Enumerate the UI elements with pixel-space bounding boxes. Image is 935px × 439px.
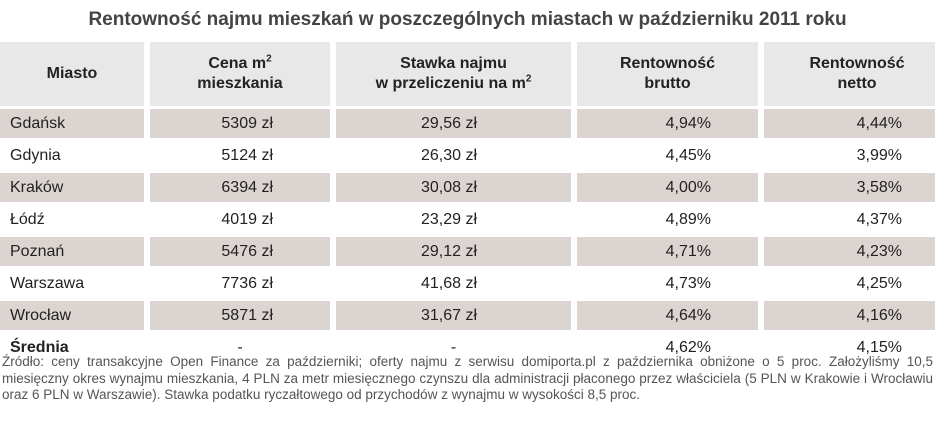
- cell-brutto: 4,00%: [577, 173, 758, 202]
- cell-rent: 23,29 zł: [336, 205, 571, 234]
- header-brutto: Rentowność brutto: [577, 42, 758, 106]
- cell-city: Wrocław: [0, 301, 144, 330]
- cell-rent: 31,67 zł: [336, 301, 571, 330]
- cell-brutto: 4,64%: [577, 301, 758, 330]
- cell-price: 6394 zł: [150, 173, 330, 202]
- cell-rent: 26,30 zł: [336, 141, 571, 170]
- cell-netto: 3,58%: [764, 173, 935, 202]
- table-title: Rentowność najmu mieszkań w poszczególny…: [88, 9, 847, 30]
- cell-rent: 29,12 zł: [336, 237, 571, 266]
- average-cell-price: -: [150, 333, 330, 362]
- cell-netto: 4,44%: [764, 109, 935, 138]
- header-city: Miasto: [0, 42, 144, 106]
- cell-city: Łódź: [0, 205, 144, 234]
- cell-price: 5476 zł: [150, 237, 330, 266]
- cell-netto: 4,25%: [764, 269, 935, 298]
- cell-city: Kraków: [0, 173, 144, 202]
- cell-rent: 41,68 zł: [336, 269, 571, 298]
- average-cell-rent: -: [336, 333, 571, 362]
- header-rent: Stawka najmu w przeliczeniu na m2: [336, 42, 571, 106]
- cell-brutto: 4,73%: [577, 269, 758, 298]
- cell-netto: 4,23%: [764, 237, 935, 266]
- cell-brutto: 4,71%: [577, 237, 758, 266]
- source-footnote: Źródło: ceny transakcyjne Open Finance z…: [2, 354, 933, 402]
- cell-price: 5309 zł: [150, 109, 330, 138]
- average-cell-brutto: 4,62%: [577, 333, 758, 362]
- cell-city: Poznań: [0, 237, 144, 266]
- header-netto: Rentowność netto: [764, 42, 935, 106]
- cell-price: 7736 zł: [150, 269, 330, 298]
- cell-netto: 4,16%: [764, 301, 935, 330]
- cell-netto: 3,99%: [764, 141, 935, 170]
- cell-price: 5124 zł: [150, 141, 330, 170]
- rental-yield-table: Miasto Cena m2 mieszkania Stawka najmu w p…: [0, 42, 935, 365]
- cell-city: Gdynia: [0, 141, 144, 170]
- cell-brutto: 4,94%: [577, 109, 758, 138]
- cell-city: Warszawa: [0, 269, 144, 298]
- cell-netto: 4,37%: [764, 205, 935, 234]
- cell-price: 4019 zł: [150, 205, 330, 234]
- cell-city: Gdańsk: [0, 109, 144, 138]
- cell-price: 5871 zł: [150, 301, 330, 330]
- cell-rent: 29,56 zł: [336, 109, 571, 138]
- cell-rent: 30,08 zł: [336, 173, 571, 202]
- cell-brutto: 4,89%: [577, 205, 758, 234]
- header-price: Cena m2 mieszkania: [150, 42, 330, 106]
- average-cell-city: Średnia: [0, 333, 144, 362]
- average-cell-netto: 4,15%: [764, 333, 935, 362]
- cell-brutto: 4,45%: [577, 141, 758, 170]
